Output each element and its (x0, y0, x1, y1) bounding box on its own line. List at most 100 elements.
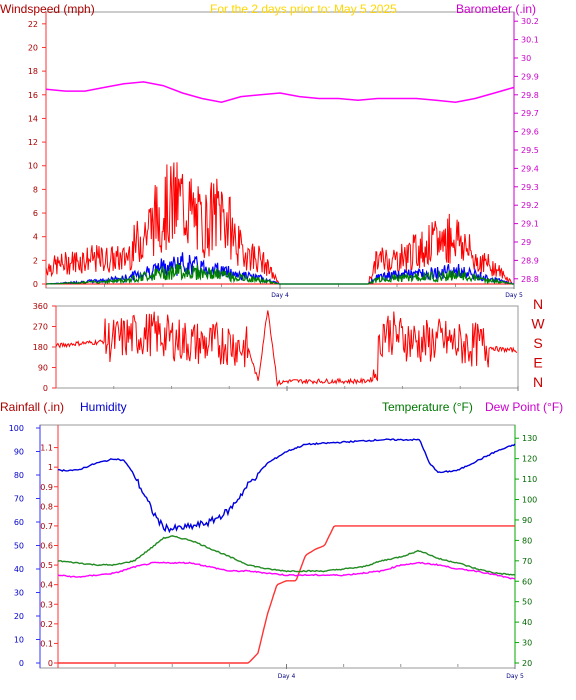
direction-tick-label: 270 (33, 323, 48, 332)
humidity-tick-label: 30 (14, 589, 24, 598)
temperature-tick-label: 50 (522, 598, 532, 607)
temperature-tick-label: 20 (522, 659, 532, 668)
chart-title: For the 2 days prior to: May 5 2025 (210, 2, 397, 16)
direction-tick-label: 90 (38, 364, 48, 373)
temperature-tick-label: 40 (522, 618, 532, 627)
panel1-xtick-label: Day 5 (505, 292, 523, 299)
wind-direction-line (55, 310, 518, 387)
rainfall-tick-label: 0.8 (40, 502, 53, 511)
windspeed-tick-label: 2 (33, 256, 38, 265)
panel3-xtick-label: Day 4 (278, 673, 296, 680)
rainfall-tick-label: 0.4 (40, 581, 53, 590)
panel1-series (45, 81, 515, 285)
temperature-tick-label: 60 (522, 577, 532, 586)
humidity-tick-label: 40 (14, 565, 24, 574)
barometer-tick-label: 29.3 (521, 183, 539, 192)
wind-average-line (46, 262, 514, 285)
temperature-ticks: 20 30 40 50 60 70 80 90 100 110 120 130 (515, 434, 537, 668)
windspeed-axis-title: Windspeed (mph) (0, 2, 95, 16)
rainfall-line (58, 525, 515, 664)
temperature-tick-label: 70 (522, 557, 532, 566)
temperature-tick-label: 30 (522, 639, 532, 648)
rainfall-tick-label: 0.2 (40, 620, 53, 629)
panel3-xtick-label: Day 5 (506, 673, 524, 680)
windspeed-tick-label: 4 (33, 233, 38, 242)
barometer-axis-title: Barometer (.in) (456, 2, 536, 16)
windspeed-tick-label: 12 (28, 138, 38, 147)
windspeed-tick-label: 0 (33, 280, 38, 289)
rainfall-ticks: 0 0.1 0.2 0.3 0.4 0.5 0.6 0.7 0.8 0.9 1 1.1 (40, 444, 58, 668)
barometer-tick-label: 30.2 (521, 17, 539, 26)
windspeed-tick-label: 18 (28, 67, 38, 76)
temperature-tick-label: 120 (522, 455, 537, 464)
wind-gust-line (45, 162, 514, 285)
direction-letter: W (531, 316, 545, 332)
direction-letter: N (533, 296, 543, 312)
temperature-tick-label: 130 (522, 434, 537, 443)
barometer-tick-label: 29.8 (521, 91, 539, 100)
temperature-line (58, 535, 516, 576)
panel1-xtick-label: Day 4 (271, 292, 289, 299)
barometer-tick-label: 28.9 (521, 256, 539, 265)
windspeed-tick-label: 6 (33, 209, 38, 218)
dewpoint-line (57, 561, 516, 580)
rainfall-tick-label: 0.9 (40, 483, 53, 492)
windspeed-tick-label: 16 (28, 91, 38, 100)
temperature-tick-label: 90 (522, 516, 532, 525)
humidity-line (58, 438, 516, 534)
windspeed-tick-label: 22 (28, 20, 38, 29)
windspeed-tick-label: 14 (28, 114, 38, 123)
rainfall-tick-label: 0.7 (40, 522, 53, 531)
barometer-tick-label: 30 (521, 54, 531, 63)
barometer-tick-label: 29.2 (521, 201, 539, 210)
humidity-tick-label: 90 (14, 448, 24, 457)
barometer-ticks: 28.8 28.9 29 29.1 29.2 29.3 29.4 29.5 29.6 29.7 29… (514, 17, 539, 284)
humidity-tick-label: 80 (14, 471, 24, 480)
panel3-frame (39, 424, 516, 669)
direction-tick-label: 180 (33, 343, 48, 352)
panel2-series (55, 310, 518, 387)
dewpoint-axis-title: Dew Point (°F) (485, 400, 563, 414)
windspeed-ticks: 0 2 4 6 8 10 12 14 16 18 20 22 (28, 20, 46, 289)
windspeed-tick-label: 10 (28, 162, 38, 171)
rainfall-tick-label: 0.3 (40, 600, 53, 609)
direction-letter: N (533, 374, 543, 390)
humidity-tick-label: 20 (14, 612, 24, 621)
barometer-tick-label: 29.4 (521, 164, 539, 173)
temperature-tick-label: 80 (522, 536, 532, 545)
panel1-frame (45, 11, 515, 289)
temperature-axis-title: Temperature (°F) (382, 400, 473, 414)
panel1-xticks: Day 4 Day 5 (104, 284, 523, 299)
barometer-tick-label: 29.1 (521, 220, 539, 229)
barometer-tick-label: 29.6 (521, 128, 539, 137)
humidity-tick-label: 0 (19, 659, 24, 668)
barometer-line (45, 81, 515, 103)
humidity-tick-label: 60 (14, 518, 24, 527)
humidity-tick-label: 50 (14, 542, 24, 551)
direction-letter: S (533, 335, 542, 351)
windspeed-tick-label: 8 (33, 185, 38, 194)
panel3-series (57, 438, 516, 664)
rainfall-tick-label: 0.5 (40, 561, 53, 570)
rainfall-tick-label: 0.1 (40, 639, 53, 648)
direction-tick-label: 0 (43, 384, 48, 393)
humidity-axis-title: Humidity (80, 400, 127, 414)
barometer-tick-label: 29.9 (521, 72, 539, 81)
humidity-tick-label: 10 (14, 636, 24, 645)
humidity-ticks: 0 10 20 30 40 50 60 70 80 90 100 (9, 424, 40, 668)
temperature-tick-label: 100 (522, 496, 537, 505)
direction-tick-label: 360 (33, 302, 48, 311)
barometer-tick-label: 30.1 (521, 36, 539, 45)
panel-wind-barometer: Windspeed (mph) For the 2 days prior to:… (0, 2, 539, 299)
barometer-tick-label: 29.5 (521, 146, 539, 155)
rainfall-tick-label: 1.1 (40, 444, 53, 453)
humidity-tick-label: 70 (14, 495, 24, 504)
panel-rain-humidity-temp: Rainfall (.in) Humidity Temperature (°F)… (0, 400, 563, 680)
panel2-xticks (113, 386, 519, 391)
windspeed-tick-label: 20 (28, 43, 38, 52)
temperature-tick-label: 110 (522, 475, 537, 484)
barometer-tick-label: 29.7 (521, 109, 539, 118)
